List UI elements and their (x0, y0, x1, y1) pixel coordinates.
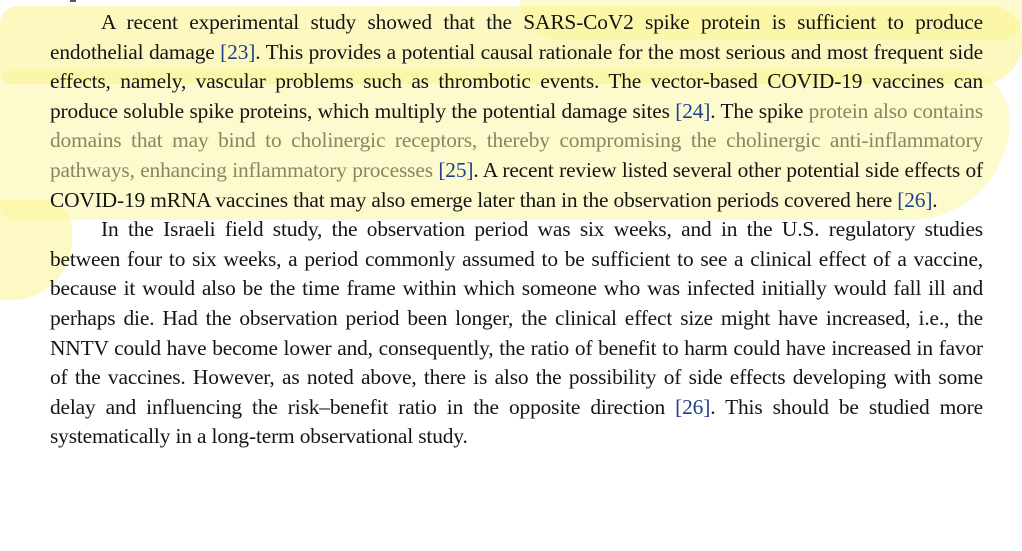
paragraph-spike-protein: A recent experimental study showed that … (50, 8, 983, 215)
body-text: . The spike (710, 98, 809, 123)
cropped-line-fragment (70, 0, 76, 2)
highlighter-mark-top (0, 6, 1022, 84)
body-text: . This provides a potential causal ratio… (50, 39, 983, 123)
body-text: . (932, 187, 938, 212)
body-text: A recent experimental study showed that … (50, 10, 983, 64)
citation-link[interactable]: [25] (438, 157, 474, 182)
body-text: . This should be studied more systematic… (50, 394, 983, 449)
highlighted-text: protein also contains domains that may b… (50, 98, 983, 182)
highlighter-mark-middle (0, 70, 1010, 220)
article-body: A recent experimental study showed that … (50, 8, 983, 452)
citation-link[interactable]: [26] (897, 187, 933, 212)
highlighter-mark-top-right (520, 0, 1022, 40)
body-text: . A recent review listed several other p… (50, 157, 983, 212)
paragraph-observation-period: In the Israeli field study, the observat… (50, 215, 983, 452)
body-text: In the Israeli field study, the observat… (50, 217, 983, 419)
citation-link[interactable]: [26] (675, 394, 711, 419)
citation-link[interactable]: [23] (220, 39, 256, 64)
citation-link[interactable]: [24] (675, 98, 711, 123)
